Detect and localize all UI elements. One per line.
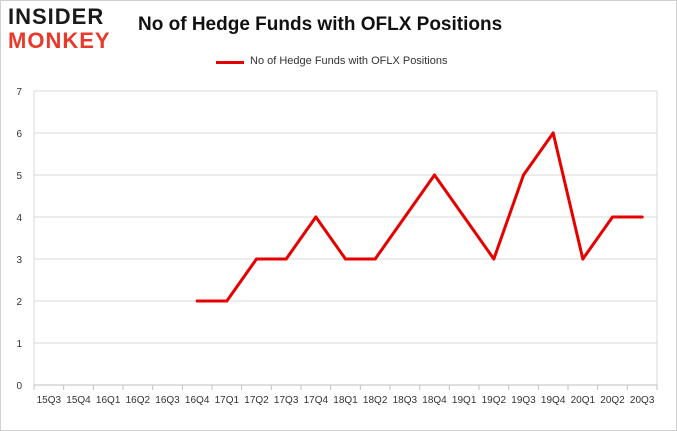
data-point — [462, 215, 466, 219]
y-tick-label: 5 — [16, 171, 22, 182]
x-tick-label: 17Q2 — [244, 395, 269, 406]
legend-swatch — [216, 61, 244, 64]
series-line — [197, 131, 643, 303]
x-axis-ticks: 15Q3 15Q4 16Q1 16Q2 16Q3 16Q4 17Q1 17Q2 17Q3 17Q4… — [33, 385, 658, 406]
logo-line-2: MONKEY — [8, 28, 111, 53]
x-tick-label: 16Q3 — [155, 395, 180, 406]
x-tick-label: 16Q2 — [126, 395, 151, 406]
data-point — [195, 299, 199, 303]
y-axis-ticks: 0 1 2 3 4 5 6 7 — [16, 87, 22, 392]
y-tick-label: 4 — [16, 213, 22, 224]
grid — [33, 90, 658, 386]
x-tick-label: 18Q1 — [333, 395, 358, 406]
x-tick-label: 19Q4 — [541, 395, 566, 406]
x-tick-label: 18Q3 — [393, 395, 418, 406]
x-tick-label: 19Q1 — [452, 395, 477, 406]
insider-monkey-logo: INSIDER MONKEY — [8, 6, 126, 54]
data-point — [373, 257, 377, 261]
x-tick-label: 19Q3 — [511, 395, 536, 406]
data-point — [433, 173, 436, 177]
legend-label: No of Hedge Funds with OFLX Positions — [250, 55, 448, 67]
y-tick-label: 3 — [16, 255, 22, 266]
x-tick-label: 20Q2 — [600, 395, 625, 406]
data-point — [522, 173, 525, 177]
data-point — [344, 257, 347, 261]
y-tick-label: 2 — [16, 297, 22, 308]
data-point — [492, 257, 496, 261]
x-tick-label: 17Q4 — [304, 395, 329, 406]
x-tick-label: 15Q4 — [66, 395, 91, 406]
x-tick-label: 15Q3 — [37, 395, 62, 406]
x-tick-label: 18Q2 — [363, 395, 388, 406]
chart-title: No of Hedge Funds with OFLX Positions — [138, 14, 503, 35]
data-point — [314, 215, 318, 219]
x-tick-label: 19Q2 — [482, 395, 507, 406]
data-point — [225, 299, 229, 303]
y-tick-label: 7 — [16, 87, 22, 98]
y-tick-label: 6 — [16, 129, 22, 140]
data-point — [403, 215, 407, 219]
y-tick-label: 0 — [16, 381, 22, 392]
x-tick-label: 18Q4 — [422, 395, 447, 406]
x-tick-label: 20Q3 — [630, 395, 655, 406]
series-layer — [195, 131, 644, 303]
logo-line-1: INSIDER — [8, 4, 105, 29]
data-point — [284, 257, 288, 261]
data-point — [551, 131, 555, 135]
x-tick-label: 20Q1 — [571, 395, 596, 406]
x-tick-label: 16Q4 — [185, 395, 210, 406]
data-point — [581, 257, 585, 261]
data-point — [640, 215, 644, 219]
data-point — [255, 257, 258, 261]
x-tick-label: 16Q1 — [96, 395, 121, 406]
y-tick-label: 1 — [16, 339, 22, 350]
x-tick-label: 17Q1 — [215, 395, 240, 406]
x-tick-label: 17Q3 — [274, 395, 299, 406]
data-point — [611, 215, 614, 219]
